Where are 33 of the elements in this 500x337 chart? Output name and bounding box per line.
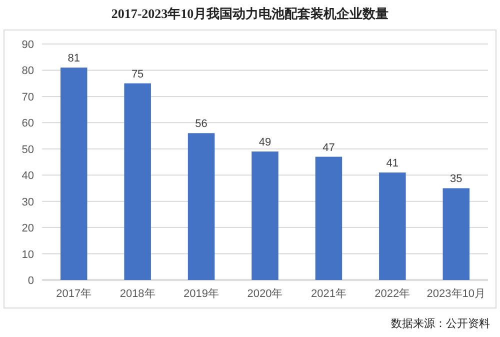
bar xyxy=(124,83,151,280)
data-label: 35 xyxy=(450,173,462,186)
y-tick-label: 30 xyxy=(22,196,34,208)
y-tick-label: 90 xyxy=(22,39,34,51)
y-tick-label: 80 xyxy=(22,65,34,78)
x-tick-label: 2017年 xyxy=(56,288,92,300)
bar xyxy=(442,188,470,280)
y-tick-label: 50 xyxy=(22,144,34,156)
data-label: 49 xyxy=(258,136,272,149)
y-tick-label: 60 xyxy=(22,118,34,130)
y-tick-label: 40 xyxy=(22,170,34,182)
y-tick-label: 0 xyxy=(28,275,34,287)
data-label: 56 xyxy=(195,118,208,130)
x-tick-label: 2022年 xyxy=(374,288,410,300)
y-tick-label: 10 xyxy=(22,248,34,261)
bar xyxy=(60,68,88,280)
chart-title: 2017-2023年10月我国动力电池配套装机企业数量 xyxy=(111,6,389,21)
x-tick-label: 2021年 xyxy=(310,288,346,300)
data-label: 47 xyxy=(322,142,335,154)
y-tick-label: 20 xyxy=(22,222,34,235)
x-tick-label: 2023年10月 xyxy=(426,288,486,300)
x-tick-label: 2019年 xyxy=(184,288,220,300)
bar xyxy=(188,133,215,280)
data-label: 41 xyxy=(386,157,399,170)
source-note: 数据来源：公开资料 xyxy=(391,317,490,330)
x-tick-label: 2020年 xyxy=(247,288,283,300)
bar xyxy=(252,152,278,280)
y-tick-label: 70 xyxy=(22,91,34,104)
data-label: 75 xyxy=(131,68,144,80)
data-label: 81 xyxy=(68,52,80,65)
bar xyxy=(379,172,406,280)
x-tick-label: 2018年 xyxy=(120,288,156,300)
bar xyxy=(315,156,342,280)
